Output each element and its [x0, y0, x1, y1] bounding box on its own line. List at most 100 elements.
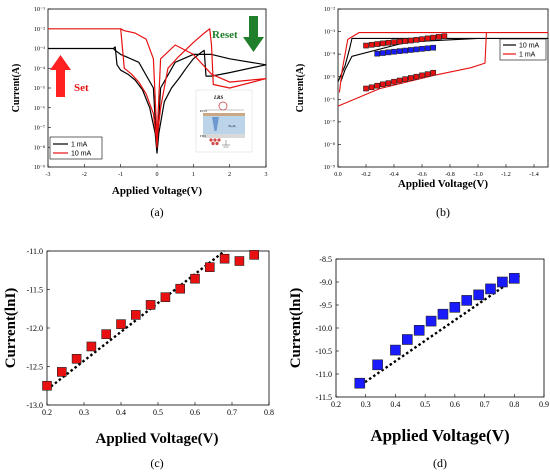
device-schematic-inset: LRS Pt/Ti Ta₂O₅ ITO	[195, 89, 253, 153]
a-ytick-label: 10⁻⁶	[34, 106, 45, 112]
plot-a-ylabel: Current(A)	[11, 64, 22, 113]
plot-b-marker	[374, 50, 381, 57]
b-ytick-label: 10⁻⁴	[324, 52, 335, 58]
plot-d-point	[508, 273, 520, 284]
legend-a-10ma: 10 mA	[71, 151, 92, 158]
d-ytick-label: -9.5	[319, 301, 332, 310]
b-xtick-label: -1.2	[501, 172, 511, 178]
plot-b-y-ticks: 10⁻² 10⁻³ 10⁻⁴ 10⁻⁵ 10⁻⁶ 10⁻⁷ 10⁻⁸ 10⁻⁹	[324, 7, 341, 171]
plot-d-point	[413, 324, 425, 336]
plot-b-marker	[363, 85, 369, 92]
c-xtick-label: 0.8	[264, 408, 274, 417]
plot-b-x-ticks: 0.0 -0.2 -0.4 -0.6 -0.8 -1.0 -1.2 -1.4	[334, 164, 539, 178]
plot-d-point	[497, 276, 508, 288]
c-xtick-label: 0.3	[79, 408, 89, 417]
d-xtick-label: 0.8	[509, 400, 519, 409]
a-ytick-label: 10⁻⁵	[34, 86, 45, 92]
b-ytick-label: 10⁻⁹	[324, 165, 335, 171]
plot-b-marker	[441, 33, 448, 40]
caption-a: (a)	[150, 205, 163, 219]
b-xtick-label: 0.0	[334, 172, 342, 178]
plot-b-marker	[391, 48, 397, 55]
plot-a-xlabel: Applied Voltage(V)	[112, 185, 202, 197]
d-ytick-label: -11.0	[316, 370, 332, 379]
a-xtick-label: 2	[228, 172, 231, 178]
plot-b-marker	[379, 50, 386, 56]
a-ytick-label: 10⁻⁷	[34, 126, 45, 132]
plot-c-point	[86, 341, 97, 352]
a-xtick-label: 1	[192, 172, 195, 178]
plot-b-marker	[413, 46, 420, 53]
plot-b-marker	[396, 77, 403, 84]
d-xtick-label: 0.7	[480, 400, 490, 409]
plot-b-marker	[424, 45, 431, 52]
b-xtick-label: -0.6	[417, 172, 427, 178]
plot-a-series	[48, 28, 267, 154]
plot-c-point	[190, 273, 200, 284]
plot-c-point	[145, 300, 156, 310]
plot-b-marker	[379, 81, 386, 88]
plot-d-point	[485, 283, 496, 295]
plot-b-marker	[430, 69, 437, 76]
plot-b-marker	[402, 38, 409, 44]
panel-c: -11.0-11.5-12.0-12.5-13.0 0.2 0.3 0.4 0.5 0.…	[3, 247, 274, 470]
reset-arrow-icon	[243, 16, 264, 52]
plot-b-series	[337, 32, 549, 107]
plot-b-marker	[385, 80, 392, 86]
plot-c-y-ticks: -11.0 -11.5 -12.0 -12.5 -13.0	[26, 247, 50, 410]
plot-d-point	[354, 377, 366, 389]
a-xtick-label: -3	[46, 172, 51, 178]
a-ytick-label: 10⁻⁸	[34, 145, 45, 151]
plot-d-point	[425, 315, 437, 327]
panel-d: -8.5-9.0-9.5-10.0-10.5-11.0-11.5 0.2 0.3 0…	[288, 255, 549, 470]
plot-c-ylabel: Current(lnI)	[3, 288, 19, 369]
plot-b-marker	[402, 76, 409, 82]
panel-b: 10⁻² 10⁻³ 10⁻⁴ 10⁻⁵ 10⁻⁶ 10⁻⁷ 10⁻⁸ 10⁻⁹ 0.0 -0.2…	[295, 7, 549, 219]
plot-b-marker	[368, 41, 375, 48]
plot-d-ylabel: Current(lnI)	[288, 288, 304, 369]
plot-b-marker	[402, 47, 409, 54]
plot-a-legend: 1 mA 10 mA	[49, 136, 103, 160]
a-ytick-label: 10⁻⁹	[34, 165, 45, 171]
a-xtick-label: 0	[156, 172, 159, 178]
plot-b-marker	[435, 34, 442, 40]
d-xtick-label: 0.3	[361, 400, 371, 409]
plot-d-point	[449, 301, 461, 313]
plot-b-line-1	[337, 32, 549, 107]
plot-c-point	[131, 310, 141, 320]
plot-b-marker	[407, 47, 414, 53]
a-ytick-label: 10⁻⁴	[34, 66, 45, 72]
plot-c-point	[160, 292, 171, 303]
a-ytick-label: 10⁻¹	[34, 7, 45, 13]
plot-d-point	[372, 359, 383, 371]
set-annotation: Set	[74, 82, 89, 94]
plot-b-marker	[385, 49, 392, 56]
d-xtick-label: 0.2	[331, 400, 341, 409]
b-xtick-label: -0.2	[361, 172, 371, 178]
inset-oxide-label: Ta₂O₅	[228, 124, 237, 128]
plot-c-point	[175, 283, 185, 294]
c-xtick-label: 0.6	[190, 408, 200, 417]
plot-b-marker	[379, 40, 386, 47]
plot-b-marker	[413, 73, 420, 80]
plot-b-marker	[396, 38, 403, 45]
plot-b-marker	[407, 37, 414, 44]
plot-c-frame	[46, 250, 270, 406]
inset-electrode-label: Pt/Ti	[200, 109, 207, 113]
d-ytick-label: -9.0	[319, 278, 332, 287]
plot-b-marker	[368, 84, 375, 91]
plot-a-line-0	[48, 46, 267, 154]
plot-b-ylabel: Current(A)	[295, 64, 306, 113]
plot-b-xlabel: Applied Voltage(V)	[398, 178, 488, 190]
b-ytick-label: 10⁻⁸	[324, 143, 335, 149]
plot-b-frame	[337, 8, 549, 168]
c-ytick-label: -12.5	[26, 362, 43, 371]
plot-c-point	[56, 367, 67, 377]
c-xtick-label: 0.7	[227, 408, 237, 417]
c-ytick-label: -12.0	[26, 324, 43, 333]
plot-b-marker	[430, 44, 437, 51]
plot-d-series	[354, 273, 521, 389]
reset-annotation: Reset	[212, 29, 238, 41]
b-ytick-label: 10⁻²	[324, 7, 335, 13]
